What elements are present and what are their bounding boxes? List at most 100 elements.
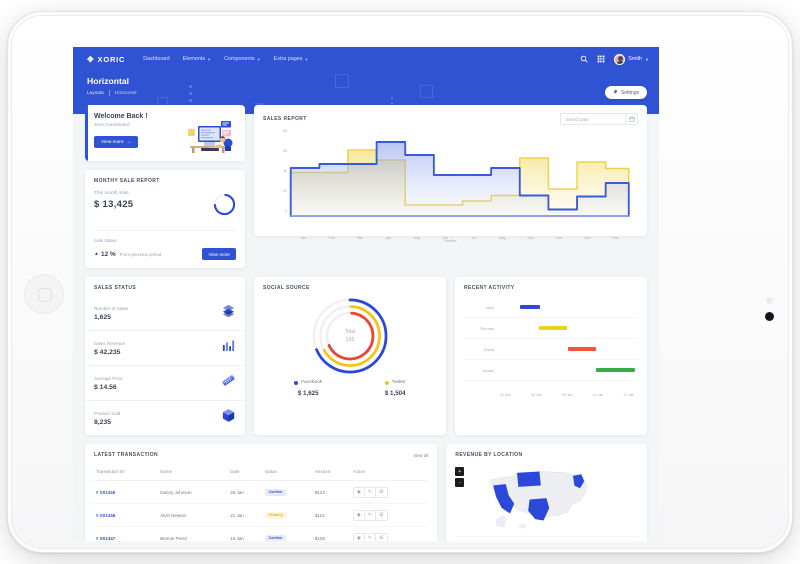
grid-apps-icon[interactable] [597,55,605,63]
calendar-icon[interactable] [625,114,637,124]
nav-item-elements[interactable]: Elements ▼ [183,56,211,62]
table-row[interactable]: # X01346 Alvin Newton 21 Jan Pending $112 ◉ ✎ ☒ [94,503,429,527]
activity-bar[interactable] [538,326,567,330]
this-month-sale-label: This month Sale [94,191,129,196]
x-tick: Apr [385,236,392,240]
activity-bar[interactable] [520,305,540,309]
activity-x-tick: 13 Jan [592,393,604,397]
breadcrumb-item-layouts[interactable]: Layouts [87,90,104,96]
item-value: 1,625 [94,313,112,321]
latest-transaction-card: LATEST TRANSACTION View all Transaction … [85,444,438,541]
activity-bar[interactable] [568,347,596,351]
trash-icon[interactable]: ☒ [379,512,384,517]
state-newyork [573,474,585,489]
y-tick-40: 40 [283,169,287,173]
column-left: Welcome Back ! Xoric Dashboard View more… [85,105,245,268]
table-cell: Alvin Newton [158,503,229,527]
bar-chart-icon [221,338,236,358]
view-all-link[interactable]: View all [413,452,429,458]
page-heading: Horizontal Layouts Horizontal [87,76,136,96]
column-header: Amount [312,464,351,481]
table-row[interactable]: # X01345 Danny Johnson 26 Jan Confirm $124 ◉ ✎… [94,480,429,504]
sale-percent: ▲ 12 % [94,251,116,258]
divider [94,230,236,231]
sale-percent-note: From previous period [119,251,162,257]
activity-track [498,297,638,317]
x-tick: Dec [612,236,620,240]
activity-label: David [483,346,494,352]
gear-icon [613,89,618,96]
trash-icon[interactable]: ☒ [379,489,384,494]
trash-icon[interactable]: ☒ [379,535,384,540]
item-value: 8,235 [94,418,112,426]
page-title: Horizontal [87,76,130,86]
user-menu[interactable]: Smith ▼ [614,53,649,65]
status-badge: Confirm [264,488,286,496]
search-icon[interactable] [580,55,588,63]
table-cell: $106 [312,526,351,541]
action-cell: ◉ ✎ ☒ [350,480,429,504]
welcome-view-more-button[interactable]: View more → [94,136,139,148]
home-button[interactable] [24,274,64,314]
sale-status-label: Sale status [94,238,117,243]
layers-icon [221,303,236,323]
pencil-icon[interactable]: ✎ [365,510,376,520]
activity-bar[interactable] [596,368,636,372]
pencil-icon[interactable]: ✎ [365,487,376,497]
welcome-button-label: View more [101,139,124,145]
x-axis-title: Months [444,239,457,243]
breadcrumb-item-current: Horizontal [114,90,137,96]
brand-logo[interactable]: ✥ XORIC [87,55,125,64]
zoom-in-button[interactable]: + [455,467,465,476]
monthly-view-more-button[interactable]: View more [202,248,236,260]
x-tick: Aug [498,236,506,240]
pencil-icon[interactable]: ✎ [365,533,376,541]
monthly-progress-ring [213,193,236,221]
select-date-input[interactable]: Select Date [560,113,638,125]
column-header: Date [228,464,263,481]
zoom-out-button[interactable]: - [455,478,465,487]
activity-x-tick: 09 Jan [562,393,573,397]
caret-up-icon: ▲ [94,251,99,257]
nav-item-extra-pages[interactable]: Extra pages ▼ [274,56,309,62]
activity-x-tick: 31 Dec [500,393,512,397]
legend-label: Twitter [391,380,406,385]
transactions-table: Transaction ID Name Date status Amount Action… [94,464,429,541]
legend-label: Facebook [301,380,323,385]
breadcrumb-separator [108,90,110,96]
sales-report-title: SALES REPORT [263,116,307,122]
activity-track [498,318,638,338]
table-cell: 21 Jan [228,503,263,527]
social-source-card: SOCIAL SOURCE Total 166 [254,277,446,435]
dashboard-content: Welcome Back ! Xoric Dashboard View more… [73,105,659,541]
activity-label: Jack [485,304,494,310]
eye-icon[interactable]: ◉ [354,533,365,541]
state-texas [528,498,550,521]
nav-item-dashboard[interactable]: Dashboard [143,56,169,62]
social-legend: Facebook $ 1,625 Twitter $ 1,504 [263,380,437,397]
sales-report-chart: 80 60 40 20 0 Jan Feb Mar Apr May Jun Jul Aug Se… [263,129,638,243]
chevron-down-icon: ▼ [256,56,261,62]
nav-label: Components [224,56,255,62]
sales-chart-svg [289,141,630,217]
settings-button[interactable]: Settings [604,86,647,99]
sales-status-item: Number of Sales 1,625 [85,296,245,331]
eye-icon[interactable]: ◉ [354,487,365,497]
table-cell: 15 Jan [228,526,263,541]
nav-item-components[interactable]: Components ▼ [224,56,261,62]
social-source-title: SOCIAL SOURCE [263,285,310,291]
eye-icon[interactable]: ◉ [354,510,365,520]
revenue-row: California$ 8,257 [455,536,638,541]
avatar [614,53,626,65]
table-cell: # X01347 [94,526,159,541]
table-row[interactable]: # X01347 Bennie Perez 15 Jan Confirm $106 ◉ ✎ ☒ [94,526,429,541]
move-icon: ✥ [87,54,95,64]
sales-status-item: Sales Revenue $ 42,235 [85,331,245,366]
sales-report-card: SALES REPORT Select Date [254,105,647,243]
chevron-down-icon: ▼ [645,56,649,62]
table-cell: $124 [312,480,351,504]
map-svg [490,471,588,529]
table-cell: # X01345 [94,480,159,504]
sales-status-item: Average Price $ 14.56 [85,366,245,401]
sales-status-card: SALES STATUS Number of Sales 1,625 [85,277,245,435]
